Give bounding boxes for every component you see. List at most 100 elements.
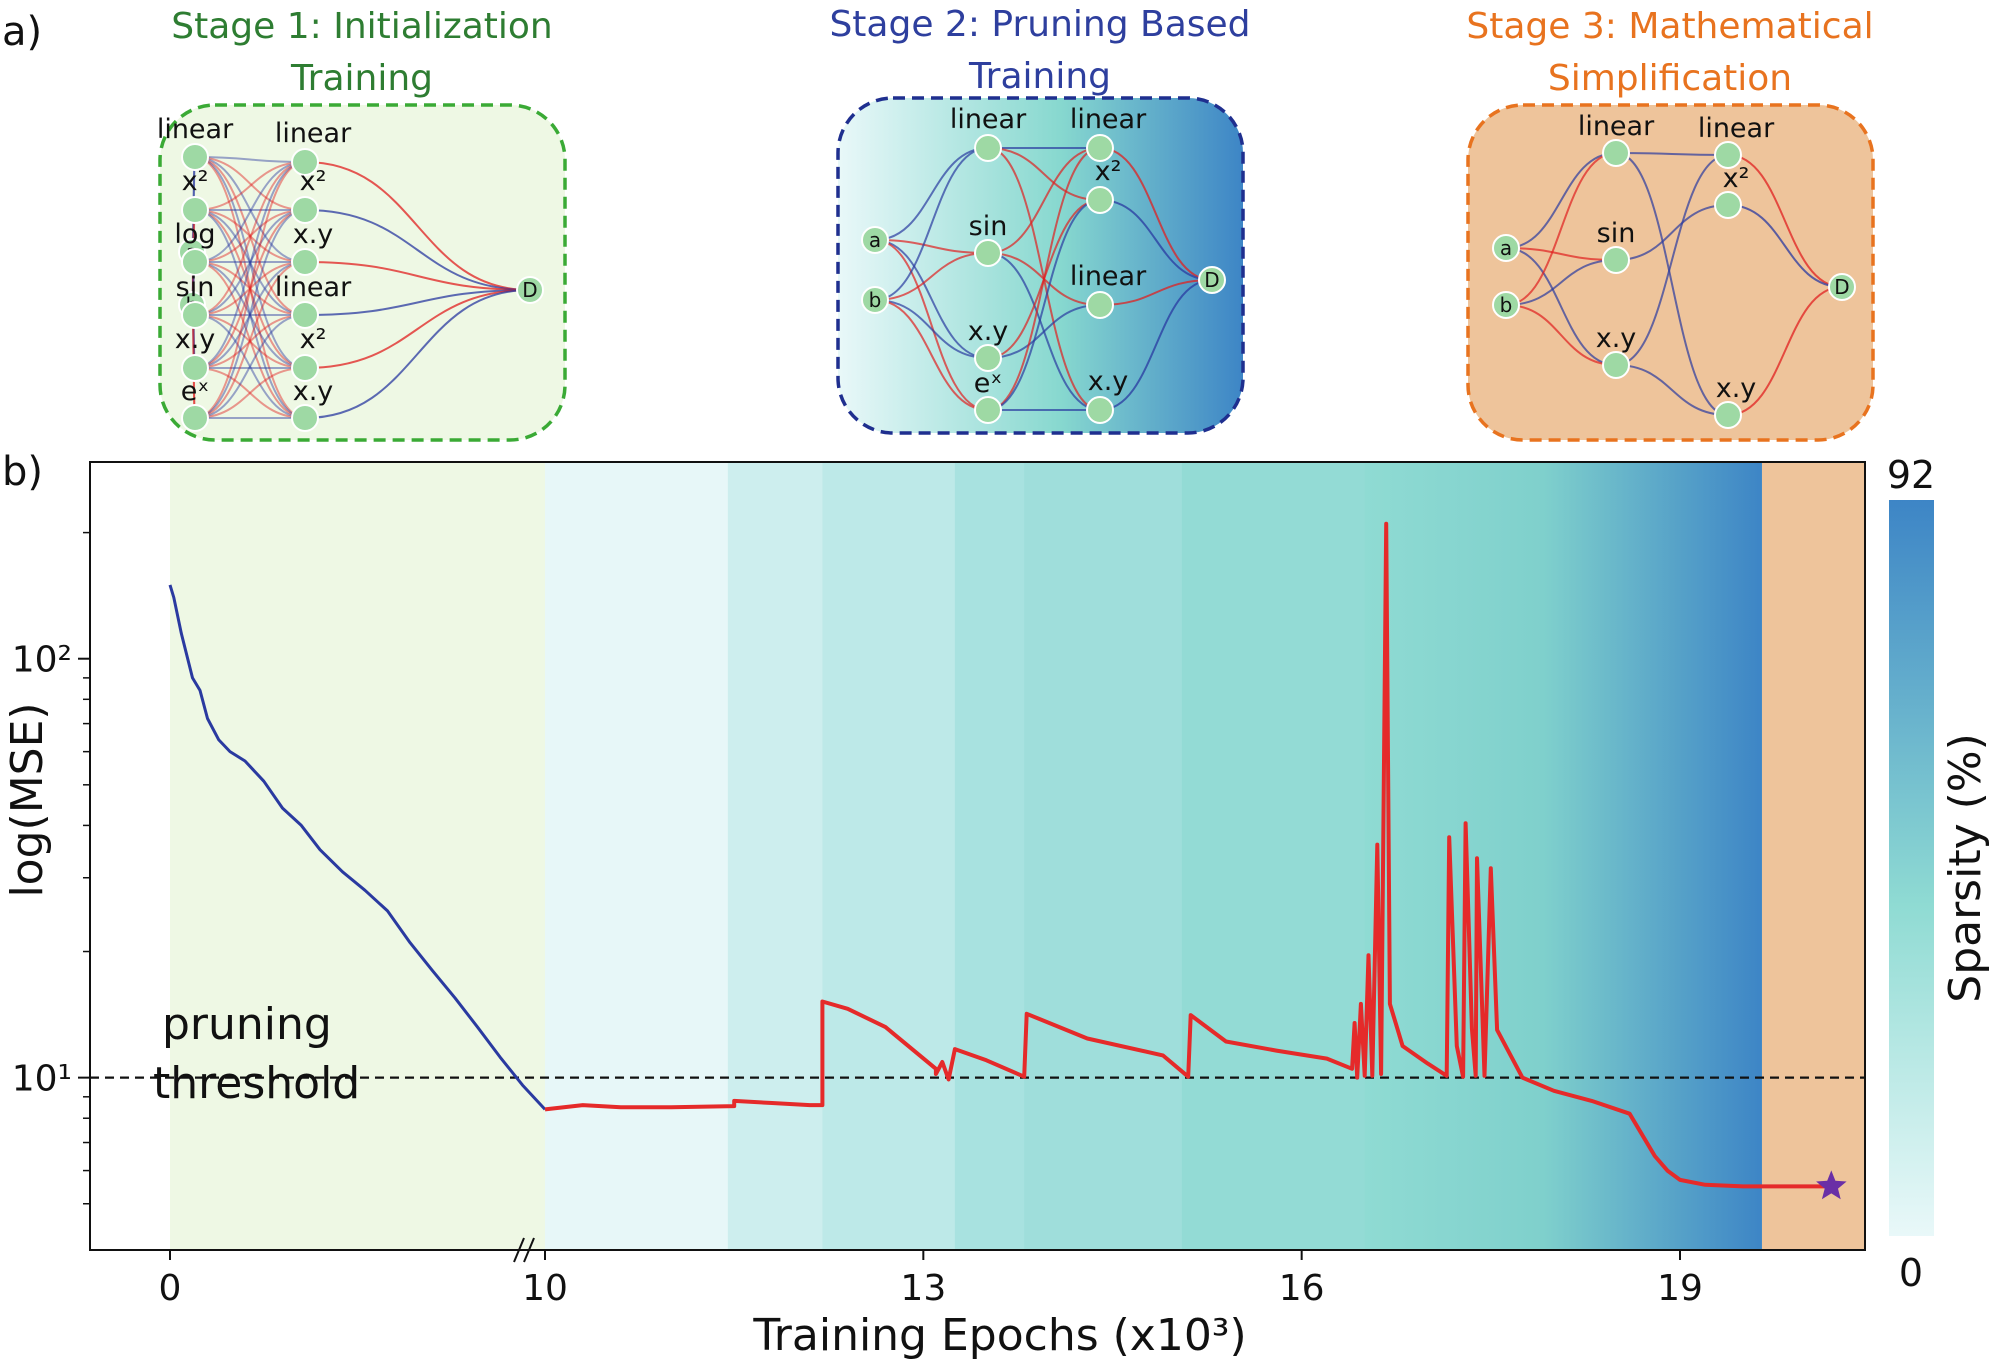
input-node-b xyxy=(861,286,889,314)
network-edge xyxy=(874,147,989,301)
network-edge xyxy=(874,299,989,411)
network-edge xyxy=(194,156,306,263)
output-node xyxy=(1828,273,1856,301)
final-star-marker xyxy=(1816,1170,1847,1200)
network-edge xyxy=(194,367,306,419)
network-edge xyxy=(1615,204,1729,261)
x-tick-label: 13 xyxy=(900,1268,946,1309)
network-edge xyxy=(194,209,306,369)
sparsity-strip xyxy=(954,462,1025,1250)
layer1-node xyxy=(974,396,1002,424)
stage-2-title-line-1: Stage 2: Pruning Based xyxy=(829,4,1250,45)
network-edge xyxy=(304,289,531,316)
output-node xyxy=(1198,266,1226,294)
stage-3-title-line-2: Simplification xyxy=(1548,58,1792,99)
network-edge xyxy=(194,261,306,316)
stage-1-nodes: abDlinearx²logsinx.yeˣlinearx²x.ylinearx… xyxy=(157,114,544,432)
layer1-node-label: linear xyxy=(950,104,1027,135)
layer2-node xyxy=(291,404,319,432)
network-edge xyxy=(194,156,306,211)
sparsity-gradient-region xyxy=(1364,462,1762,1250)
layer1-node xyxy=(1602,246,1630,274)
network-edge xyxy=(1727,204,1843,288)
network-edge xyxy=(304,289,531,369)
network-edge xyxy=(1099,279,1213,411)
plot-frame xyxy=(89,461,1866,1251)
network-edge xyxy=(304,261,531,291)
colorbar-gradient xyxy=(1889,500,1934,1236)
sparsity-strip xyxy=(1024,462,1183,1250)
network-edge xyxy=(1099,147,1213,281)
network-edge xyxy=(874,299,989,359)
layer2-node xyxy=(1086,134,1114,162)
network-edge xyxy=(1505,247,1617,261)
axes: 0 10 13 16 19 10² 10¹ xyxy=(12,461,1866,1309)
stage-1-box xyxy=(158,103,567,442)
layer2-node-label: x² xyxy=(1095,156,1122,187)
network-edge xyxy=(194,261,306,369)
layer1-node xyxy=(1602,139,1630,167)
layer1-node xyxy=(181,354,209,382)
output-node-label: D xyxy=(522,278,537,302)
network-edge xyxy=(987,147,1101,254)
layer1-node xyxy=(974,239,1002,267)
network-edge xyxy=(874,239,989,411)
layer1-node-label: sin xyxy=(176,272,215,303)
stage-3-region xyxy=(1761,462,1865,1250)
sparsity-strip xyxy=(1181,462,1366,1250)
series-initialization-line xyxy=(168,584,547,1111)
layer1-node xyxy=(181,143,209,171)
network-edge xyxy=(194,261,306,316)
layer1-node xyxy=(181,404,209,432)
input-node-a xyxy=(861,226,889,254)
colorbar-max-label: 92 xyxy=(1887,453,1935,497)
layer1-node-label: sin xyxy=(1597,218,1636,249)
layer2-node-label: linear xyxy=(275,272,352,303)
network-edge xyxy=(1615,152,1729,156)
layer1-node-label: linear xyxy=(157,114,234,145)
layer1-node-label: eˣ xyxy=(974,368,1003,399)
network-edge xyxy=(1505,152,1617,249)
network-edge xyxy=(1615,154,1729,366)
network-edge xyxy=(987,147,1101,411)
panel-b-label: b) xyxy=(2,449,43,495)
mse-chart: 0 10 13 16 19 10² 10¹ Training Epochs (x10³) l… xyxy=(2,453,1991,1361)
x-tick-label: 10 xyxy=(522,1268,568,1309)
y-tick-label: 10¹ xyxy=(12,1059,72,1100)
axis-break-mark xyxy=(513,1237,525,1263)
network-edge xyxy=(194,314,306,369)
network-edge xyxy=(194,261,306,419)
network-edge xyxy=(1505,259,1617,306)
layer1-node-label: log xyxy=(174,219,215,250)
network-edge xyxy=(987,199,1101,411)
series-pruning-line xyxy=(544,521,1832,1189)
layer1-node xyxy=(1602,351,1630,379)
network-edge xyxy=(194,367,306,419)
layer1-node xyxy=(181,196,209,224)
input-node-label: b xyxy=(1500,293,1513,317)
network-edge xyxy=(194,209,306,263)
stage-1-diagram: Stage 1: InitializationTrainingabDlinear… xyxy=(157,6,567,442)
network-edge xyxy=(1505,152,1617,306)
network-edge xyxy=(194,161,306,211)
layer1-node-label: x.y xyxy=(1596,323,1637,354)
output-node-label: D xyxy=(1834,275,1849,299)
network-edge xyxy=(304,209,531,291)
layer2-node-label: x.y xyxy=(1716,373,1757,404)
layer2-node xyxy=(291,354,319,382)
layer2-node xyxy=(291,196,319,224)
layer1-node xyxy=(181,301,209,329)
layer2-node-label: linear xyxy=(1698,113,1775,144)
network-edge xyxy=(194,314,306,419)
network-edge xyxy=(1727,286,1843,416)
network-edge xyxy=(194,161,306,263)
y-tick-label: 10² xyxy=(12,640,72,681)
network-edge xyxy=(194,209,306,369)
colorbar-title: Sparsity (%) xyxy=(1940,733,1991,1002)
layer1-node-label: x.y xyxy=(968,316,1009,347)
network-edge xyxy=(194,156,306,369)
layer2-node xyxy=(291,148,319,176)
layer2-node-label: linear xyxy=(1070,261,1147,292)
network-edge xyxy=(194,314,306,369)
